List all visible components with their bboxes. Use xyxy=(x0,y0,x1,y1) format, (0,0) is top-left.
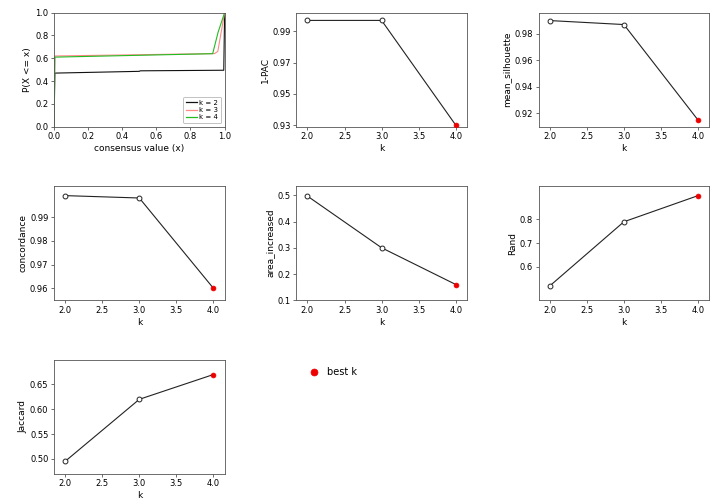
Y-axis label: concordance: concordance xyxy=(18,214,27,272)
Y-axis label: mean_silhouette: mean_silhouette xyxy=(503,32,512,107)
X-axis label: k: k xyxy=(137,318,142,327)
Y-axis label: 1-PAC: 1-PAC xyxy=(261,56,269,83)
X-axis label: k: k xyxy=(379,144,384,153)
Legend: k = 2, k = 3, k = 4: k = 2, k = 3, k = 4 xyxy=(184,97,221,123)
Legend: best k: best k xyxy=(301,364,360,381)
X-axis label: k: k xyxy=(137,491,142,500)
Y-axis label: Jaccard: Jaccard xyxy=(18,400,27,433)
X-axis label: consensus value (x): consensus value (x) xyxy=(94,144,184,153)
X-axis label: k: k xyxy=(621,144,626,153)
Y-axis label: P(X <= x): P(X <= x) xyxy=(24,47,32,92)
X-axis label: k: k xyxy=(379,318,384,327)
Y-axis label: Rand: Rand xyxy=(508,232,517,255)
X-axis label: k: k xyxy=(621,318,626,327)
Y-axis label: area_increased: area_increased xyxy=(266,209,275,278)
